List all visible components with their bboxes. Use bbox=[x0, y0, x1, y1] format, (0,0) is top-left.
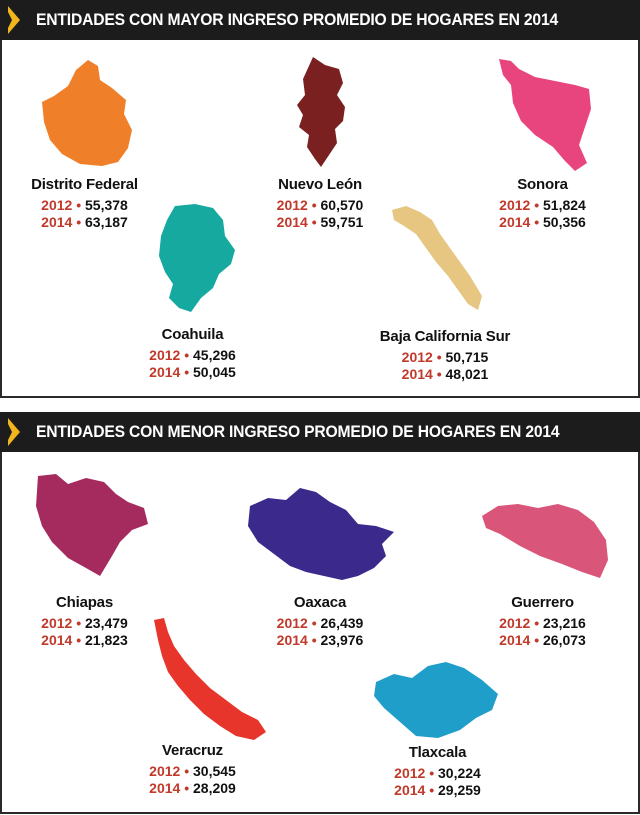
year-label: 2014 bbox=[394, 782, 426, 798]
year-label: 2012 bbox=[149, 347, 181, 363]
state-tlaxcala: Tlaxcala 2012 • 30,224 2014 • 29,259 bbox=[375, 744, 500, 799]
year-label: 2012 bbox=[149, 763, 181, 779]
top-title: ENTIDADES CON MAYOR INGRESO PROMEDIO DE … bbox=[36, 11, 559, 29]
guerrero-shape bbox=[482, 504, 608, 578]
chevron-cutout bbox=[5, 418, 12, 446]
year-label: 2012 bbox=[276, 197, 308, 213]
state-nuevo-leon: Nuevo León 2012 • 60,570 2014 • 59,751 bbox=[255, 176, 385, 231]
year-label: 2012 bbox=[394, 765, 426, 781]
state-name: Tlaxcala bbox=[408, 744, 467, 761]
sonora-map-icon bbox=[499, 59, 591, 171]
top-header: ENTIDADES CON MAYOR INGRESO PROMEDIO DE … bbox=[0, 0, 640, 40]
top-section: ENTIDADES CON MAYOR INGRESO PROMEDIO DE … bbox=[0, 0, 640, 400]
year-label: 2012 bbox=[499, 615, 531, 631]
bottom-section: ENTIDADES CON MENOR INGRESO PROMEDIO DE … bbox=[0, 412, 640, 815]
year-label: 2012 bbox=[276, 615, 308, 631]
state-guerrero: Guerrero 2012 • 23,216 2014 • 26,073 bbox=[480, 594, 605, 649]
sonora-shape bbox=[499, 59, 591, 171]
value-2014: 63,187 bbox=[85, 214, 128, 230]
year-label: 2014 bbox=[149, 364, 181, 380]
oaxaca-map-icon bbox=[248, 488, 394, 580]
chevron-cutout bbox=[5, 6, 12, 34]
value-2014: 26,073 bbox=[543, 632, 586, 648]
year-label: 2012 bbox=[401, 349, 433, 365]
value-2014: 23,976 bbox=[320, 632, 364, 648]
value-2012: 26,439 bbox=[320, 615, 364, 631]
baja-california-sur-shape bbox=[392, 206, 482, 310]
state-chiapas: Chiapas 2012 • 23,479 2014 • 21,823 bbox=[22, 594, 147, 649]
value-2014: 50,356 bbox=[543, 214, 586, 230]
year-label: 2014 bbox=[499, 214, 531, 230]
oaxaca-shape bbox=[248, 488, 394, 580]
guerrero-map-icon bbox=[482, 504, 608, 578]
year-label: 2014 bbox=[499, 632, 531, 648]
baja-california-sur-map-icon bbox=[392, 206, 482, 310]
state-veracruz: Veracruz 2012 • 30,545 2014 • 28,209 bbox=[130, 742, 255, 797]
state-sonora: Sonora 2012 • 51,824 2014 • 50,356 bbox=[480, 176, 605, 231]
value-2014: 29,259 bbox=[438, 782, 481, 798]
value-2012: 55,378 bbox=[85, 197, 128, 213]
distrito-federal-shape bbox=[42, 60, 132, 166]
year-label: 2014 bbox=[276, 214, 308, 230]
state-name: Coahuila bbox=[161, 326, 224, 343]
state-name: Oaxaca bbox=[293, 594, 347, 611]
distrito-federal-map-icon bbox=[42, 60, 132, 166]
year-label: 2014 bbox=[276, 632, 308, 648]
nuevo-leon-map-icon bbox=[297, 57, 345, 167]
veracruz-shape bbox=[154, 618, 266, 740]
value-2012: 50,715 bbox=[445, 349, 489, 365]
year-label: 2014 bbox=[41, 632, 73, 648]
state-distrito-federal: Distrito Federal 2012 • 55,378 2014 • 63… bbox=[22, 176, 147, 231]
value-2012: 30,545 bbox=[193, 763, 236, 779]
state-coahuila: Coahuila 2012 • 45,296 2014 • 50,045 bbox=[130, 326, 255, 381]
state-baja-california-sur: Baja California Sur 2012 • 50,715 2014 •… bbox=[355, 328, 535, 383]
year-label: 2014 bbox=[149, 780, 181, 796]
value-2012: 45,296 bbox=[193, 347, 236, 363]
year-label: 2012 bbox=[499, 197, 531, 213]
year-label: 2012 bbox=[41, 615, 73, 631]
state-name: Guerrero bbox=[511, 594, 574, 611]
value-2012: 51,824 bbox=[543, 197, 586, 213]
value-2014: 28,209 bbox=[193, 780, 236, 796]
year-label: 2014 bbox=[41, 214, 73, 230]
state-oaxaca: Oaxaca 2012 • 26,439 2014 • 23,976 bbox=[255, 594, 385, 649]
value-2014: 50,045 bbox=[193, 364, 236, 380]
value-2012: 23,479 bbox=[85, 615, 128, 631]
nuevo-leon-shape bbox=[297, 57, 345, 167]
value-2012: 23,216 bbox=[543, 615, 586, 631]
bottom-header: ENTIDADES CON MENOR INGRESO PROMEDIO DE … bbox=[0, 412, 640, 452]
coahuila-map-icon bbox=[159, 204, 235, 312]
veracruz-map-icon bbox=[154, 618, 266, 740]
chiapas-map-icon bbox=[36, 474, 148, 576]
year-label: 2014 bbox=[401, 366, 433, 382]
state-name: Baja California Sur bbox=[379, 328, 511, 345]
value-2014: 59,751 bbox=[320, 214, 364, 230]
year-label: 2012 bbox=[41, 197, 73, 213]
value-2012: 60,570 bbox=[320, 197, 364, 213]
state-name: Nuevo León bbox=[278, 176, 362, 193]
bottom-title: ENTIDADES CON MENOR INGRESO PROMEDIO DE … bbox=[36, 423, 560, 441]
state-name: Sonora bbox=[517, 176, 568, 193]
value-2014: 48,021 bbox=[445, 366, 489, 382]
tlaxcala-map-icon bbox=[374, 662, 498, 738]
chiapas-shape bbox=[36, 474, 148, 576]
state-name: Chiapas bbox=[56, 594, 113, 611]
state-name: Distrito Federal bbox=[31, 176, 138, 193]
value-2014: 21,823 bbox=[85, 632, 128, 648]
coahuila-shape bbox=[159, 204, 235, 312]
state-name: Veracruz bbox=[162, 742, 223, 759]
value-2012: 30,224 bbox=[438, 765, 481, 781]
tlaxcala-shape bbox=[374, 662, 498, 738]
